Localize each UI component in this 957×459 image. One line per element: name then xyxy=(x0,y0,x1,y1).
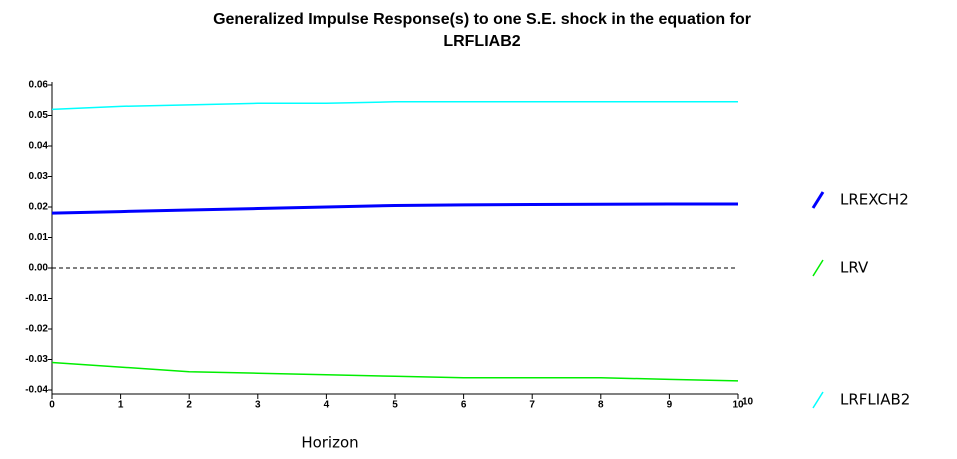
x-tick-label: 1 xyxy=(118,400,124,411)
y-tick-label: 0.06 xyxy=(29,80,49,91)
y-tick-label: -0.01 xyxy=(25,293,48,304)
x-tick-label: 8 xyxy=(598,400,604,411)
x-tick-label: 6 xyxy=(461,400,467,411)
chart-title: Generalized Impulse Response(s) to one S… xyxy=(213,11,751,28)
series-line xyxy=(51,202,738,215)
x-tick-label: 5 xyxy=(392,400,398,411)
x-tick-label: 4 xyxy=(324,400,330,411)
y-tick-label: -0.03 xyxy=(25,354,48,365)
x-end-label: 10 xyxy=(742,397,754,408)
y-tick-label: 0.05 xyxy=(29,110,49,121)
legend-label: LREXCH2 xyxy=(840,191,909,209)
x-tick-label: 7 xyxy=(529,400,535,411)
y-tick-label: 0.04 xyxy=(29,141,49,152)
legend-symbol xyxy=(812,391,824,409)
x-tick-label: 0 xyxy=(49,400,55,411)
y-tick-label: 0.01 xyxy=(29,232,49,243)
x-tick-label: 9 xyxy=(667,400,673,411)
y-tick-label: 0.00 xyxy=(29,263,49,274)
y-tick-label: -0.04 xyxy=(25,385,48,396)
legend-symbol xyxy=(812,259,824,277)
series-line xyxy=(51,101,738,111)
y-tick-label: 0.03 xyxy=(29,171,49,182)
y-tick-label: 0.02 xyxy=(29,202,49,213)
legend-label: LRFLIAB2 xyxy=(840,391,910,409)
series-line xyxy=(51,361,739,382)
x-axis-label: Horizon xyxy=(301,434,358,452)
legend-label: LRV xyxy=(840,259,869,277)
chart-title: LRFLIAB2 xyxy=(443,33,520,50)
x-tick-label: 10 xyxy=(732,400,744,411)
x-tick-label: 3 xyxy=(255,400,261,411)
y-tick-label: -0.02 xyxy=(25,324,48,335)
x-tick-label: 2 xyxy=(186,400,192,411)
legend-symbol xyxy=(811,191,825,209)
